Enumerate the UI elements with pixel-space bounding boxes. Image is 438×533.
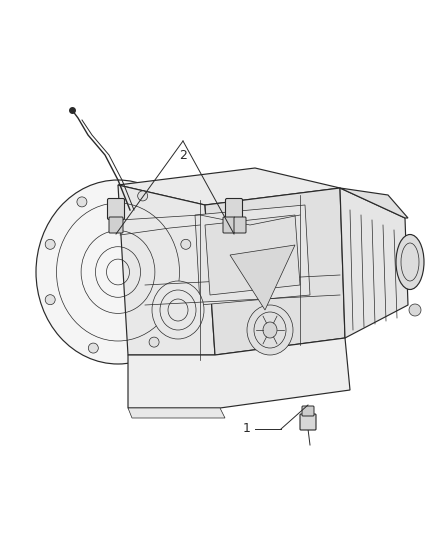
Text: 2: 2 xyxy=(179,149,187,162)
FancyBboxPatch shape xyxy=(226,198,243,220)
Polygon shape xyxy=(340,188,408,218)
Circle shape xyxy=(138,191,148,201)
Circle shape xyxy=(45,239,55,249)
Ellipse shape xyxy=(396,235,424,289)
Text: 1: 1 xyxy=(243,423,251,435)
Circle shape xyxy=(45,295,55,305)
Polygon shape xyxy=(118,185,215,355)
Polygon shape xyxy=(128,408,225,418)
Circle shape xyxy=(77,197,87,207)
Ellipse shape xyxy=(247,305,293,355)
FancyBboxPatch shape xyxy=(234,217,246,233)
Ellipse shape xyxy=(152,281,204,339)
FancyBboxPatch shape xyxy=(107,198,124,220)
FancyBboxPatch shape xyxy=(302,406,314,416)
FancyBboxPatch shape xyxy=(109,217,123,233)
Circle shape xyxy=(181,295,191,305)
Circle shape xyxy=(181,239,191,249)
FancyBboxPatch shape xyxy=(223,217,235,233)
Circle shape xyxy=(409,304,421,316)
Polygon shape xyxy=(230,245,295,310)
Polygon shape xyxy=(340,188,408,338)
Circle shape xyxy=(149,337,159,347)
Polygon shape xyxy=(205,188,345,355)
Ellipse shape xyxy=(36,180,200,364)
Ellipse shape xyxy=(263,322,277,338)
Polygon shape xyxy=(205,215,300,295)
Circle shape xyxy=(88,343,98,353)
Polygon shape xyxy=(128,338,350,408)
Polygon shape xyxy=(118,168,340,205)
FancyBboxPatch shape xyxy=(300,414,316,430)
Polygon shape xyxy=(195,205,310,305)
